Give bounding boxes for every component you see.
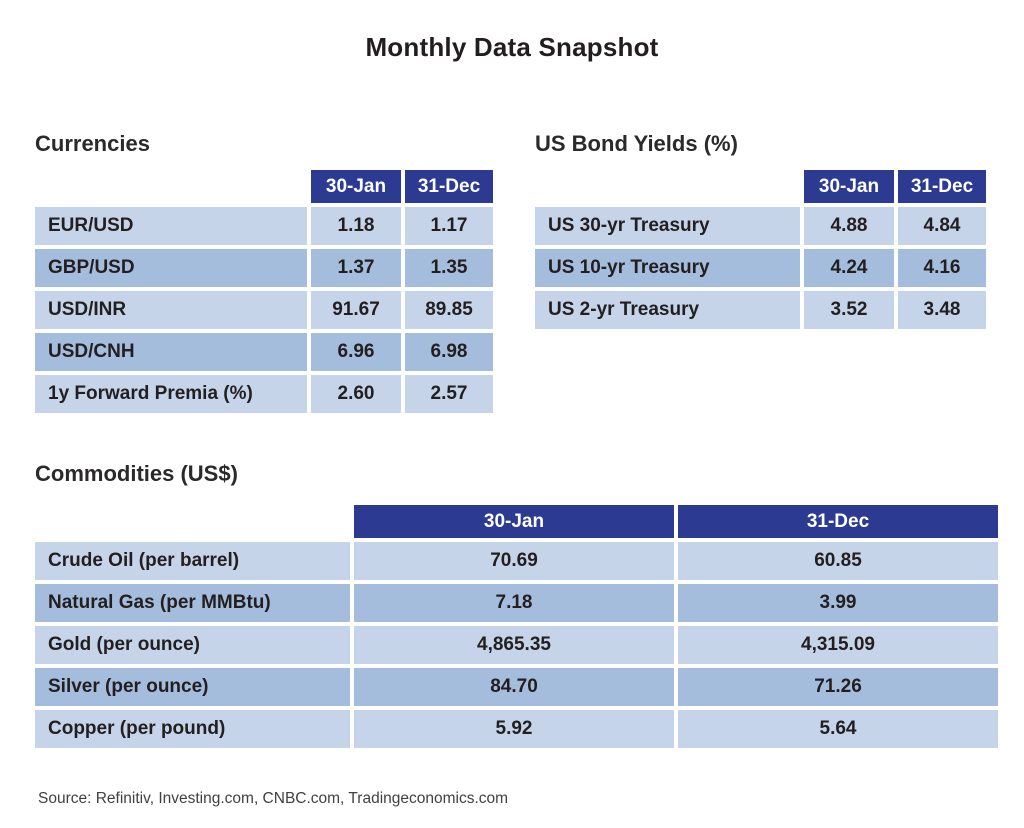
row-label: US 2-yr Treasury bbox=[535, 291, 800, 329]
cell-value: 3.48 bbox=[898, 291, 986, 329]
currencies-table: 30-Jan 31-Dec EUR/USD 1.18 1.17 GBP/USD … bbox=[35, 170, 493, 413]
cell-value: 91.67 bbox=[311, 291, 401, 329]
currencies-header-spacer bbox=[35, 170, 307, 203]
cell-value: 1.37 bbox=[311, 249, 401, 287]
row-label: US 30-yr Treasury bbox=[535, 207, 800, 245]
currencies-column-header: 31-Dec bbox=[405, 170, 493, 203]
section-heading-commodities: Commodities (US$) bbox=[35, 461, 238, 486]
bond-yields-column-header: 30-Jan bbox=[804, 170, 894, 203]
row-label: Copper (per pound) bbox=[35, 710, 350, 748]
cell-value: 1.35 bbox=[405, 249, 493, 287]
row-label: Crude Oil (per barrel) bbox=[35, 542, 350, 580]
commodities-table: 30-Jan 31-Dec Crude Oil (per barrel) 70.… bbox=[35, 505, 998, 748]
cell-value: 5.92 bbox=[354, 710, 674, 748]
source-note: Source: Refinitiv, Investing.com, CNBC.c… bbox=[38, 790, 509, 807]
commodities-header-spacer bbox=[35, 505, 350, 538]
row-label: USD/INR bbox=[35, 291, 307, 329]
section-heading-bond-yields: US Bond Yields (%) bbox=[535, 131, 738, 156]
row-label: 1y Forward Premia (%) bbox=[35, 375, 307, 413]
commodities-column-header: 30-Jan bbox=[354, 505, 674, 538]
cell-value: 4.24 bbox=[804, 249, 894, 287]
page-title: Monthly Data Snapshot bbox=[365, 32, 659, 62]
bond-yields-column-header: 31-Dec bbox=[898, 170, 986, 203]
commodities-column-header: 31-Dec bbox=[678, 505, 998, 538]
cell-value: 71.26 bbox=[678, 668, 998, 706]
cell-value: 4.16 bbox=[898, 249, 986, 287]
cell-value: 1.18 bbox=[311, 207, 401, 245]
cell-value: 6.96 bbox=[311, 333, 401, 371]
row-label: EUR/USD bbox=[35, 207, 307, 245]
section-heading-currencies: Currencies bbox=[35, 131, 150, 156]
cell-value: 89.85 bbox=[405, 291, 493, 329]
row-label: USD/CNH bbox=[35, 333, 307, 371]
cell-value: 3.99 bbox=[678, 584, 998, 622]
cell-value: 7.18 bbox=[354, 584, 674, 622]
cell-value: 6.98 bbox=[405, 333, 493, 371]
row-label: US 10-yr Treasury bbox=[535, 249, 800, 287]
cell-value: 5.64 bbox=[678, 710, 998, 748]
cell-value: 4.84 bbox=[898, 207, 986, 245]
cell-value: 2.57 bbox=[405, 375, 493, 413]
cell-value: 60.85 bbox=[678, 542, 998, 580]
bond-yields-header-spacer bbox=[535, 170, 800, 203]
cell-value: 84.70 bbox=[354, 668, 674, 706]
row-label: Natural Gas (per MMBtu) bbox=[35, 584, 350, 622]
row-label: GBP/USD bbox=[35, 249, 307, 287]
cell-value: 1.17 bbox=[405, 207, 493, 245]
cell-value: 70.69 bbox=[354, 542, 674, 580]
cell-value: 2.60 bbox=[311, 375, 401, 413]
row-label: Gold (per ounce) bbox=[35, 626, 350, 664]
currencies-column-header: 30-Jan bbox=[311, 170, 401, 203]
bond-yields-table: 30-Jan 31-Dec US 30-yr Treasury 4.88 4.8… bbox=[535, 170, 986, 329]
cell-value: 4,865.35 bbox=[354, 626, 674, 664]
cell-value: 4.88 bbox=[804, 207, 894, 245]
cell-value: 4,315.09 bbox=[678, 626, 998, 664]
cell-value: 3.52 bbox=[804, 291, 894, 329]
row-label: Silver (per ounce) bbox=[35, 668, 350, 706]
